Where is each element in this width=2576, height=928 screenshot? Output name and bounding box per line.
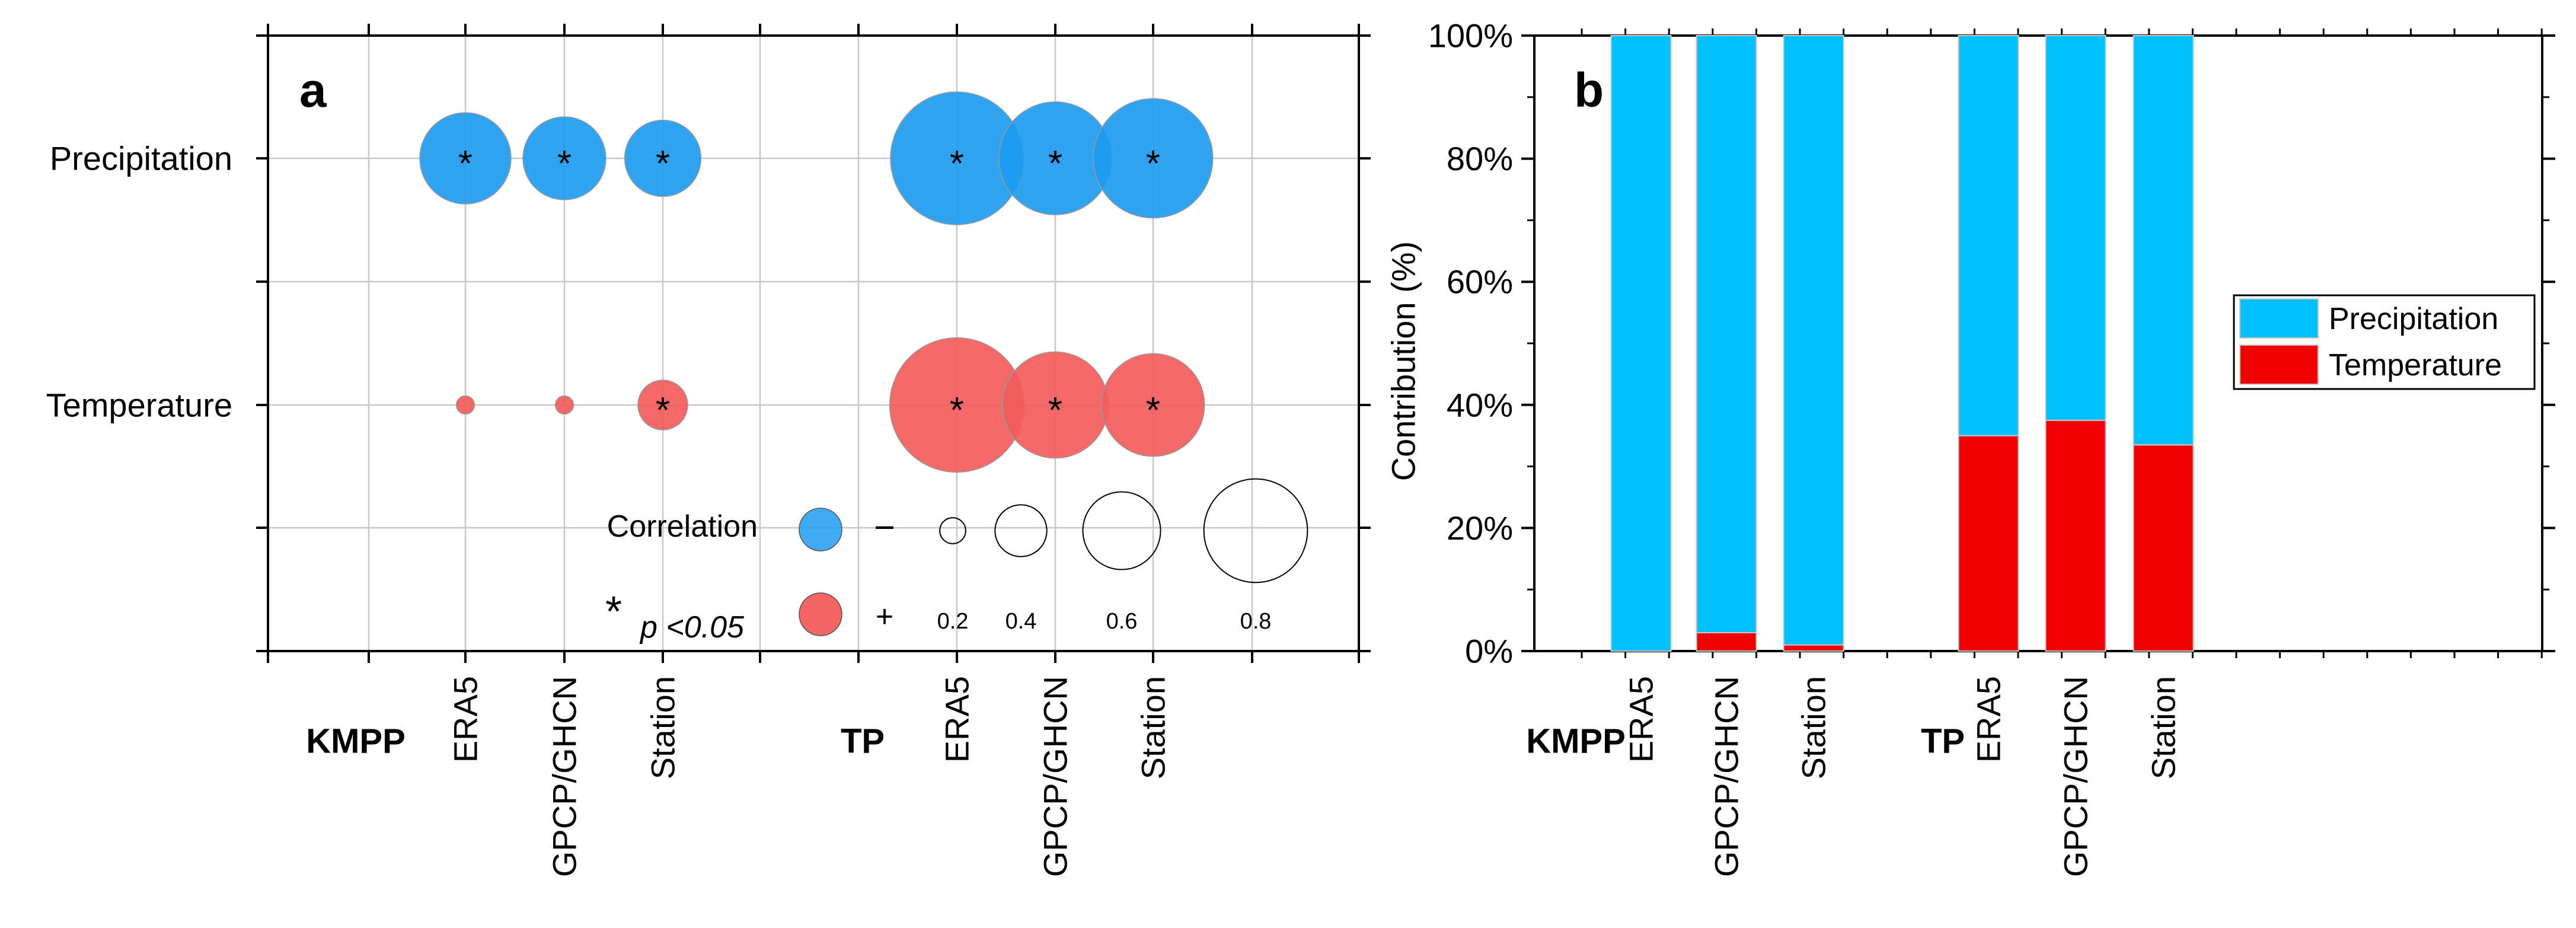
x-label-era5: ERA5 — [447, 676, 484, 763]
legend-title-correlation: Correlation — [607, 509, 758, 544]
legend-size-circle — [1082, 491, 1161, 570]
legend-label-precipitation: Precipitation — [2329, 302, 2498, 336]
group-label-tp: TP — [841, 722, 885, 761]
x-label-gpcp-ghcn: GPCP/GHCN — [1037, 676, 1074, 877]
legend-size-label: 0.6 — [1106, 609, 1138, 634]
bubble-kmpp-gpcp-ghcn-precipitation — [522, 116, 607, 200]
significance-asterisk: * — [950, 143, 964, 184]
y-tick-label: 20% — [1447, 509, 1513, 547]
bar-precipitation-tp-gpcp-ghcn — [2045, 35, 2106, 421]
legend-size-circle — [939, 517, 966, 544]
bubble-tp-station-precipitation — [1093, 98, 1214, 219]
x-label-station: Station — [1135, 676, 1172, 779]
significance-asterisk: * — [1048, 390, 1062, 431]
bar-temperature-kmpp-station — [1783, 644, 1844, 652]
bubble-kmpp-era5-temperature — [455, 395, 475, 415]
y-tick-label: 60% — [1447, 263, 1513, 301]
legend-significance-label: p <0.05 — [639, 610, 745, 645]
significance-asterisk: * — [458, 143, 473, 184]
y-axis-label: Contribution (%) — [1385, 241, 1422, 481]
group-label-kmpp: KMPP — [1526, 722, 1626, 761]
bar-precipitation-tp-station — [2133, 35, 2194, 446]
x-label-gpcp-ghcn: GPCP/GHCN — [2057, 676, 2095, 877]
significance-asterisk: * — [1146, 143, 1160, 184]
legend-label-temperature: Temperature — [2329, 348, 2502, 382]
significance-asterisk: * — [557, 143, 572, 184]
significance-asterisk: * — [656, 390, 670, 431]
bar-precipitation-tp-era5 — [1958, 35, 2019, 436]
y-label-temperature: Temperature — [46, 387, 232, 424]
x-label-gpcp-ghcn: GPCP/GHCN — [546, 676, 583, 877]
x-label-era5: ERA5 — [1970, 676, 2007, 763]
legend-size-circle — [994, 504, 1048, 557]
x-label-station: Station — [1795, 676, 1833, 779]
plot-frame — [267, 34, 1360, 652]
significance-asterisk: * — [656, 143, 670, 184]
legend-size-label: 0.4 — [1005, 609, 1037, 634]
y-tick-label: 80% — [1447, 140, 1513, 177]
legend-swatch-precipitation — [2239, 298, 2319, 339]
bar-temperature-tp-era5 — [1958, 435, 2019, 652]
panel-label-a: a — [299, 63, 327, 117]
legend-positive-swatch — [799, 592, 842, 636]
y-tick-label: 40% — [1447, 386, 1513, 423]
legend-significance-marker: * — [605, 588, 622, 636]
bubble-kmpp-station-precipitation — [624, 119, 702, 197]
legend-positive-label: + — [876, 599, 893, 634]
legend-size-circle — [1203, 478, 1308, 583]
y-tick-label: 0% — [1465, 633, 1513, 670]
significance-asterisk: * — [1048, 143, 1062, 184]
significance-asterisk: * — [950, 390, 964, 431]
x-label-station: Station — [644, 676, 682, 779]
legend-size-label: 0.2 — [937, 609, 969, 634]
panel-a-correlation-bubble-chart: Precipitation Temperature * * * * * * * * * * a Corre… — [46, 24, 1371, 877]
x-label-era5: ERA5 — [939, 676, 976, 763]
bubble-kmpp-station-temperature — [637, 380, 688, 430]
group-label-kmpp: KMPP — [306, 722, 406, 761]
legend-size-label: 0.8 — [1240, 609, 1272, 634]
significance-asterisk: * — [1146, 390, 1160, 431]
legend-negative-label: − — [874, 508, 895, 548]
group-label-tp: TP — [1921, 722, 1965, 761]
bubble-kmpp-gpcp-ghcn-temperature — [554, 395, 574, 415]
bar-temperature-tp-gpcp-ghcn — [2045, 419, 2106, 652]
x-label-gpcp-ghcn: GPCP/GHCN — [1708, 676, 1745, 877]
bar-temperature-tp-station — [2133, 444, 2194, 652]
y-tick-label: 100% — [1428, 17, 1513, 55]
x-label-era5: ERA5 — [1623, 676, 1660, 763]
bar-precipitation-kmpp-gpcp-ghcn — [1696, 35, 1757, 633]
bar-precipitation-kmpp-era5 — [1610, 35, 1672, 652]
y-label-precipitation: Precipitation — [50, 140, 232, 177]
bubble-kmpp-era5-precipitation — [419, 112, 512, 205]
panel-b-contribution-bar-chart: 0% 20% 40% 60% 80% 100% Contribution (%) b Preci… — [1385, 17, 2555, 877]
legend-swatch-temperature — [2239, 345, 2319, 385]
bar-temperature-kmpp-gpcp-ghcn — [1696, 632, 1757, 652]
bubble-tp-station-temperature — [1101, 353, 1205, 457]
x-label-station: Station — [2145, 676, 2182, 779]
panel-label-b: b — [1574, 63, 1604, 117]
legend-negative-swatch — [799, 508, 842, 551]
bar-precipitation-kmpp-station — [1783, 35, 1844, 646]
